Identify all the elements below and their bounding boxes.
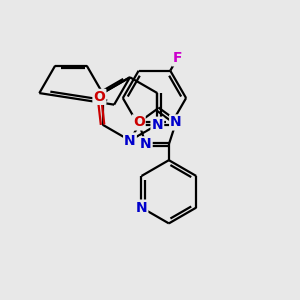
Text: F: F [172, 51, 182, 65]
Text: O: O [133, 116, 145, 129]
Text: N: N [152, 118, 163, 132]
Text: O: O [94, 90, 105, 104]
Text: N: N [170, 116, 182, 129]
Text: N: N [140, 137, 152, 152]
Text: N: N [124, 134, 136, 148]
Text: N: N [136, 201, 147, 214]
